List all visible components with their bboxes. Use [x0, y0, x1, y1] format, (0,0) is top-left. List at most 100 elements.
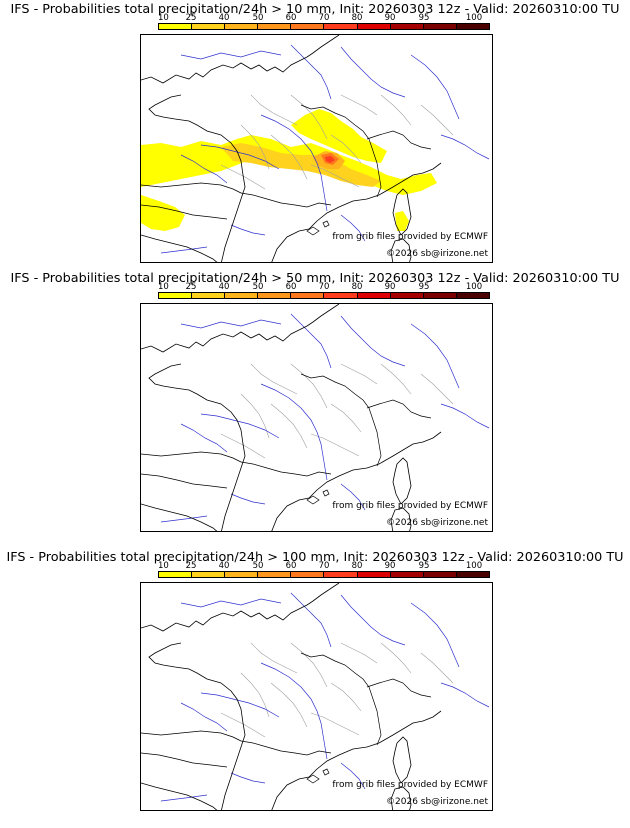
legend-swatch [357, 293, 391, 298]
legend-swatch [390, 572, 424, 577]
admin-boundary [330, 403, 362, 433]
legend-tick: 10 [158, 282, 169, 292]
river [340, 46, 406, 98]
legend-swatch [225, 24, 259, 29]
copyright-credit: ©2026 sb@irizone.net [386, 518, 488, 528]
legend-tick: 60 [285, 561, 297, 571]
admin-boundary [240, 393, 270, 439]
river [200, 692, 280, 718]
river [290, 592, 332, 648]
legend-swatch [225, 572, 259, 577]
admin-boundary [270, 682, 308, 728]
legend-swatch [192, 572, 226, 577]
river [180, 319, 282, 329]
legend-tick: 90 [384, 282, 396, 292]
river [410, 323, 460, 389]
legend-swatch [357, 572, 391, 577]
river [340, 762, 366, 790]
source-credit: from grib files provided by ECMWF [332, 780, 488, 790]
legend-tick: 90 [384, 13, 396, 23]
legend-ticks: 10 25 40 50 60 70 80 90 95 100 [158, 282, 490, 292]
admin-boundary [250, 363, 298, 395]
legend-tick: 50 [252, 282, 264, 292]
river [200, 413, 280, 439]
island-outline [306, 774, 320, 784]
legend-swatch [291, 572, 325, 577]
admin-boundary [290, 94, 328, 140]
river [180, 423, 228, 453]
sardinia-outline [390, 238, 412, 262]
map-area: from grib files provided by ECMWF ©2026 … [140, 582, 493, 811]
river [180, 154, 228, 184]
legend-swatch [423, 24, 457, 29]
coastline [141, 451, 242, 463]
admin-boundary [310, 712, 360, 736]
river [180, 598, 282, 608]
color-legend: 10 25 40 50 60 70 80 90 95 100 [158, 561, 490, 579]
legend-swatch [456, 293, 489, 298]
precip-probability-area [325, 156, 335, 163]
legend-ticks: 10 25 40 50 60 70 80 90 95 100 [158, 561, 490, 571]
legend-swatch [258, 293, 292, 298]
legend-swatch [456, 572, 489, 577]
panel-title: IFS - Probabilities total precipitation/… [6, 550, 624, 565]
coastline [141, 752, 228, 768]
map-area: from grib files provided by ECMWF ©2026 … [140, 303, 493, 532]
river [260, 662, 328, 760]
country-border [366, 130, 432, 150]
copyright-credit: ©2026 sb@irizone.net [386, 797, 488, 807]
coastline [141, 204, 228, 220]
legend-tick: 40 [218, 13, 230, 23]
panel-precip-50mm: IFS - Probabilities total precipitation/… [0, 269, 630, 539]
corsica-outline [392, 457, 412, 505]
legend-tick: 40 [218, 561, 230, 571]
admin-boundary [340, 642, 378, 664]
coastline [271, 710, 442, 810]
panel-precip-10mm: IFS - Probabilities total precipitation/… [0, 0, 630, 270]
admin-boundary [330, 682, 362, 712]
legend-tick: 100 [465, 561, 483, 571]
admin-boundary [380, 94, 412, 126]
legend-tick: 80 [351, 561, 363, 571]
island-outline [306, 226, 320, 236]
legend-tick: 100 [465, 13, 483, 23]
island-outline [322, 768, 330, 776]
river [230, 493, 266, 505]
legend-swatch [357, 24, 391, 29]
river [200, 144, 280, 170]
legend-colorbar [158, 23, 490, 30]
river [440, 403, 490, 429]
admin-boundary [380, 363, 412, 395]
coastline [141, 182, 242, 194]
precip-probability-area [141, 195, 185, 231]
precip-probability-area [291, 109, 387, 163]
precip-probability-area [221, 143, 381, 187]
map-svg [141, 304, 490, 531]
river [440, 682, 490, 708]
sardinia-outline [390, 786, 412, 810]
country-border [300, 104, 382, 198]
coastline [141, 782, 218, 810]
corsica-outline [392, 736, 412, 784]
river [180, 702, 228, 732]
admin-boundary [420, 104, 454, 136]
admin-boundary [220, 164, 266, 190]
map-svg [141, 583, 490, 810]
admin-boundary [340, 363, 378, 385]
admin-boundary [420, 373, 454, 405]
coastline [141, 35, 340, 84]
admin-boundary [220, 433, 266, 459]
river [160, 246, 208, 254]
sardinia-outline [390, 507, 412, 531]
river [260, 383, 328, 481]
legend-tick: 40 [218, 282, 230, 292]
legend-tick: 90 [384, 561, 396, 571]
coastline [148, 642, 246, 810]
legend-tick: 25 [185, 561, 197, 571]
legend-swatch [159, 24, 193, 29]
country-border [366, 678, 432, 698]
legend-tick: 70 [318, 282, 330, 292]
admin-boundary [290, 363, 328, 409]
coastline [141, 730, 242, 742]
legend-swatch [291, 24, 325, 29]
